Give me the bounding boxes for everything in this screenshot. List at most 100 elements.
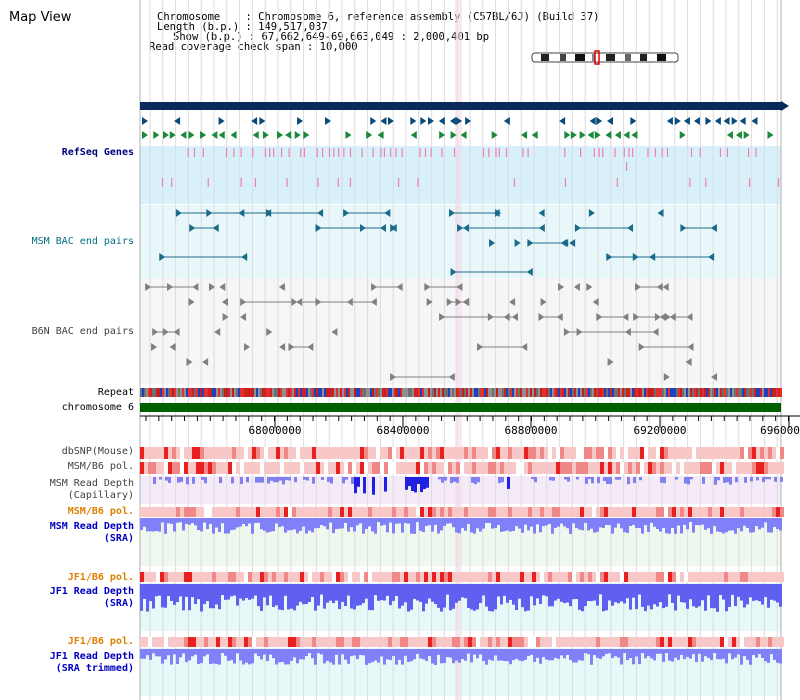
ideogram-position-marker — [594, 50, 600, 65]
msm-b6-pol-heat — [328, 507, 332, 517]
jf1-sra-bar — [692, 584, 695, 607]
repeat-segment — [356, 388, 358, 397]
repeat-segment — [252, 388, 254, 397]
msm-b6-pol-heat — [584, 462, 588, 474]
repeat-segment — [336, 388, 338, 397]
msm-sra-bar — [518, 518, 521, 529]
jf1-trim-bar — [416, 649, 419, 654]
jf1-trim-bar — [272, 649, 275, 659]
track-label-jf1-b6-pol-2[interactable]: JF1/B6 pol. — [67, 636, 134, 647]
jf1-b6-pol-heat — [504, 572, 508, 582]
msm-b6-pol-heat — [324, 462, 328, 474]
jf1-b6-pol-heat — [404, 572, 408, 582]
jf1-b6-pol-heat — [508, 572, 512, 582]
repeat-segment — [428, 388, 430, 397]
jf1-b6-pol-heat — [184, 637, 188, 647]
repeat-segment — [400, 388, 402, 397]
b6n-bac-end — [370, 298, 377, 306]
track-label-msm-read-depth-sra[interactable]: MSM Read Depth (SRA) — [49, 521, 134, 544]
msm-b6-pol-heat — [664, 462, 668, 474]
track-label-repeat[interactable]: Repeat — [97, 387, 134, 398]
repeat-segment — [570, 388, 572, 397]
repeat-segment — [740, 388, 742, 397]
msm-capillary-bar — [219, 477, 222, 484]
jf1-sra-bar — [383, 584, 386, 601]
jf1-b6-pol-heat — [680, 637, 684, 647]
track-label-dbsnp[interactable]: dbSNP(Mouse) — [61, 446, 134, 457]
jf1-sra-bar — [527, 584, 530, 611]
dbsnp-heat — [476, 447, 480, 459]
msm-b6-pol-heat — [312, 507, 316, 517]
msm-sra-bar — [683, 518, 686, 525]
jf1-b6-pol-heat — [656, 572, 660, 582]
msm-b6-pol-heat — [652, 462, 656, 474]
jf1-b6-pol-heat — [648, 637, 652, 647]
jf1-b6-pol-heat — [364, 572, 368, 582]
msm-capillary-bar — [591, 477, 594, 484]
gene-glyph — [570, 131, 577, 139]
jf1-sra-bar — [233, 584, 236, 596]
dbsnp-heat — [284, 447, 288, 459]
jf1-b6-pol-heat — [356, 637, 360, 647]
jf1-b6-pol-heat — [764, 572, 768, 582]
jf1-b6-pol-heat — [484, 572, 488, 582]
jf1-sra-bar — [518, 584, 521, 599]
msm-sra-bar — [440, 518, 443, 531]
msm-b6-pol-heat — [340, 462, 344, 474]
jf1-b6-pol-heat — [720, 637, 724, 647]
msm-b6-pol-heat — [312, 462, 316, 474]
track-label-msm-b6-pol-1[interactable]: MSM/B6 pol. — [67, 461, 134, 472]
jf1-b6-pol-heat — [272, 572, 276, 582]
msm-b6-pol-heat — [720, 462, 724, 474]
msm-b6-pol-heat — [444, 507, 448, 517]
msm-b6-pol-heat — [204, 507, 208, 517]
msm-b6-pol-heat — [536, 462, 540, 474]
msm-b6-pol-heat — [628, 462, 632, 474]
jf1-trim-bar — [194, 649, 197, 655]
track-label-msm-b6-pol-2[interactable]: MSM/B6 pol. — [67, 506, 134, 517]
dbsnp-heat — [272, 447, 276, 459]
msm-capillary-bar — [474, 477, 477, 485]
msm-b6-pol-heat — [276, 507, 280, 517]
jf1-b6-pol-heat — [340, 637, 344, 647]
jf1-b6-pol-heat — [632, 572, 636, 582]
repeat-segment — [690, 388, 692, 397]
msm-b6-pol-heat — [580, 507, 584, 517]
track-label-jf1-read-depth-sra[interactable]: JF1 Read Depth (SRA) — [49, 586, 134, 609]
track-label-chromosome[interactable]: chromosome 6 — [61, 402, 134, 413]
msm-sra-bar — [749, 518, 752, 533]
repeat-segment — [720, 388, 722, 397]
track-label-jf1-b6-pol-1[interactable]: JF1/B6 pol. — [67, 572, 134, 583]
msm-b6-pol-heat — [188, 507, 192, 517]
jf1-sra-bar — [215, 584, 218, 605]
repeat-segment — [290, 388, 292, 397]
jf1-b6-pol-heat — [272, 637, 276, 647]
b6n-bac-end — [202, 358, 209, 366]
repeat-segment — [718, 388, 720, 397]
repeat-segment — [502, 388, 504, 397]
jf1-b6-pol-heat — [380, 572, 384, 582]
msm-capillary-bar — [153, 477, 156, 485]
track-label-refseq[interactable]: RefSeq Genes — [61, 147, 134, 158]
jf1-b6-pol-heat — [296, 572, 300, 582]
track-label-msm-read-depth-capillary[interactable]: MSM Read Depth (Capillary) — [49, 478, 134, 501]
jf1-trim-bar — [719, 649, 722, 660]
msm-capillary-bar — [345, 477, 348, 480]
track-label-jf1-read-depth-trimmed[interactable]: JF1 Read Depth (SRA trimmed) — [49, 651, 134, 674]
b6n-bac-end — [331, 328, 338, 336]
dbsnp-heat — [660, 447, 664, 459]
jf1-sra-bar — [725, 584, 728, 612]
msm-b6-pol-heat — [720, 507, 724, 517]
jf1-b6-pol-heat — [240, 637, 244, 647]
msm-sra-bar — [227, 518, 230, 534]
msm-sra-bar — [485, 518, 488, 523]
msm-b6-pol-heat — [748, 507, 752, 517]
track-label-msm-bac[interactable]: MSM BAC end pairs — [31, 236, 134, 247]
msm-sra-bar — [599, 518, 602, 528]
track-label-b6n-bac[interactable]: B6N BAC end pairs — [31, 326, 134, 337]
jf1-b6-pol-heat — [688, 637, 692, 647]
jf1-sra-bar — [695, 584, 698, 608]
msm-b6-pol-heat — [192, 462, 196, 474]
repeat-segment — [292, 388, 294, 397]
